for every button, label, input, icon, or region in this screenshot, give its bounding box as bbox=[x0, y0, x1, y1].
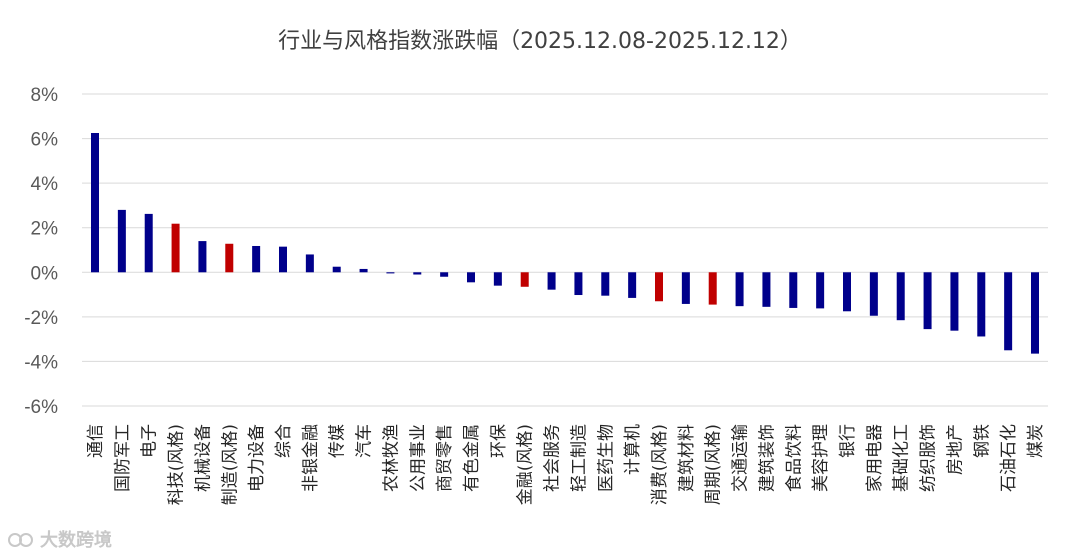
bar-industry bbox=[332, 266, 341, 273]
x-tick-label: 非银金融 bbox=[301, 424, 321, 492]
x-tick-label: 电力设备 bbox=[247, 424, 267, 492]
bar-industry bbox=[869, 272, 878, 316]
y-tick-label: -4% bbox=[24, 352, 58, 373]
bar-industry bbox=[601, 272, 610, 296]
bar-industry bbox=[923, 272, 932, 330]
x-tick-label: 纺织服饰 bbox=[919, 424, 939, 492]
bar-industry bbox=[950, 272, 959, 331]
bar-style bbox=[225, 243, 234, 273]
bar-industry bbox=[762, 272, 771, 307]
bar-industry bbox=[789, 272, 798, 308]
x-tick-label: 计算机 bbox=[623, 424, 643, 475]
bar-industry bbox=[493, 272, 502, 286]
bar-industry bbox=[547, 272, 556, 290]
chart-title: 行业与风格指数涨跌幅（2025.12.08-2025.12.12） bbox=[278, 29, 802, 54]
bar-industry bbox=[359, 268, 368, 273]
bar-industry bbox=[305, 254, 314, 273]
bar-industry bbox=[574, 272, 583, 296]
x-tick-label: 科技(风格) bbox=[167, 424, 187, 505]
bar-industry bbox=[279, 246, 287, 273]
bar-industry bbox=[977, 272, 986, 337]
x-tick-label: 基础化工 bbox=[892, 424, 912, 492]
bar-industry bbox=[735, 272, 744, 307]
x-tick-label: 通信 bbox=[86, 424, 106, 458]
y-tick-label: -2% bbox=[24, 308, 58, 329]
x-tick-label: 社会服务 bbox=[543, 424, 563, 492]
x-tick-label: 食品饮料 bbox=[784, 424, 804, 492]
bar-industry bbox=[413, 272, 422, 275]
x-tick-label: 建筑装饰 bbox=[757, 424, 777, 492]
x-tick-label: 消费(风格) bbox=[650, 424, 670, 505]
x-tick-label: 银行 bbox=[838, 424, 858, 458]
watermark: 大数跨境 bbox=[8, 526, 112, 552]
bar-industry bbox=[198, 241, 207, 273]
bar-industry bbox=[252, 245, 261, 273]
x-tick-label: 交通运输 bbox=[731, 424, 751, 492]
x-tick-label: 钢铁 bbox=[972, 424, 992, 458]
bar-industry bbox=[896, 272, 905, 321]
watermark-text: 大数跨境 bbox=[40, 530, 112, 551]
bar-industry bbox=[440, 272, 449, 277]
bars bbox=[91, 133, 1039, 354]
y-axis-ticks: 8% 6% 4% 2% 0% -2% -4% -6% bbox=[24, 85, 58, 418]
y-tick-label: -6% bbox=[24, 397, 58, 418]
x-tick-label: 机械设备 bbox=[193, 424, 213, 492]
x-tick-label: 公用事业 bbox=[408, 424, 428, 492]
x-tick-label: 煤炭 bbox=[1026, 424, 1046, 458]
bar-style bbox=[520, 272, 529, 287]
bar-industry bbox=[681, 272, 690, 304]
x-tick-label: 石油石化 bbox=[999, 424, 1019, 492]
bar-industry bbox=[628, 272, 637, 298]
bar-industry bbox=[467, 272, 475, 283]
bar-industry bbox=[91, 133, 99, 273]
x-tick-label: 房地产 bbox=[945, 424, 965, 475]
x-tick-label: 家用电器 bbox=[865, 424, 885, 492]
y-tick-label: 4% bbox=[31, 174, 59, 195]
gridlines bbox=[82, 93, 1048, 407]
x-tick-label: 医药生物 bbox=[596, 424, 616, 492]
bar-style bbox=[171, 223, 180, 273]
y-tick-label: 0% bbox=[31, 263, 59, 284]
bar-style bbox=[655, 272, 663, 302]
bar-industry bbox=[386, 272, 395, 274]
bar-style bbox=[708, 272, 717, 305]
x-tick-label: 制造(风格) bbox=[220, 424, 240, 505]
x-tick-label: 周期(风格) bbox=[704, 424, 724, 505]
bar-industry bbox=[1004, 272, 1013, 351]
x-axis-labels: 通信 国防军工 电子 科技(风格) 机械设备 制造(风格) 电力设备 综合 非银金融 传媒 汽车 农林… bbox=[86, 424, 1046, 505]
y-tick-label: 2% bbox=[31, 219, 59, 240]
x-tick-label: 环保 bbox=[489, 424, 509, 458]
x-tick-label: 汽车 bbox=[355, 424, 375, 458]
x-tick-label: 综合 bbox=[274, 424, 294, 458]
x-tick-label: 电子 bbox=[140, 424, 160, 458]
brand-logo-icon bbox=[8, 533, 33, 547]
x-tick-label: 国防军工 bbox=[113, 424, 133, 492]
bar-industry bbox=[117, 209, 126, 273]
x-tick-label: 轻工制造 bbox=[569, 424, 589, 492]
bar-industry bbox=[1031, 272, 1039, 354]
bar-industry bbox=[144, 213, 153, 273]
bar-industry bbox=[843, 272, 851, 312]
bar-industry bbox=[816, 272, 825, 309]
x-tick-label: 建筑材料 bbox=[677, 424, 697, 492]
x-tick-label: 有色金属 bbox=[462, 424, 482, 492]
y-tick-label: 6% bbox=[31, 130, 59, 151]
x-tick-label: 农林牧渔 bbox=[381, 424, 401, 492]
y-tick-label: 8% bbox=[31, 85, 59, 106]
x-tick-label: 金融(风格) bbox=[516, 424, 536, 505]
x-tick-label: 商贸零售 bbox=[435, 424, 455, 492]
x-tick-label: 传媒 bbox=[328, 424, 348, 458]
x-tick-label: 美容护理 bbox=[811, 424, 831, 492]
